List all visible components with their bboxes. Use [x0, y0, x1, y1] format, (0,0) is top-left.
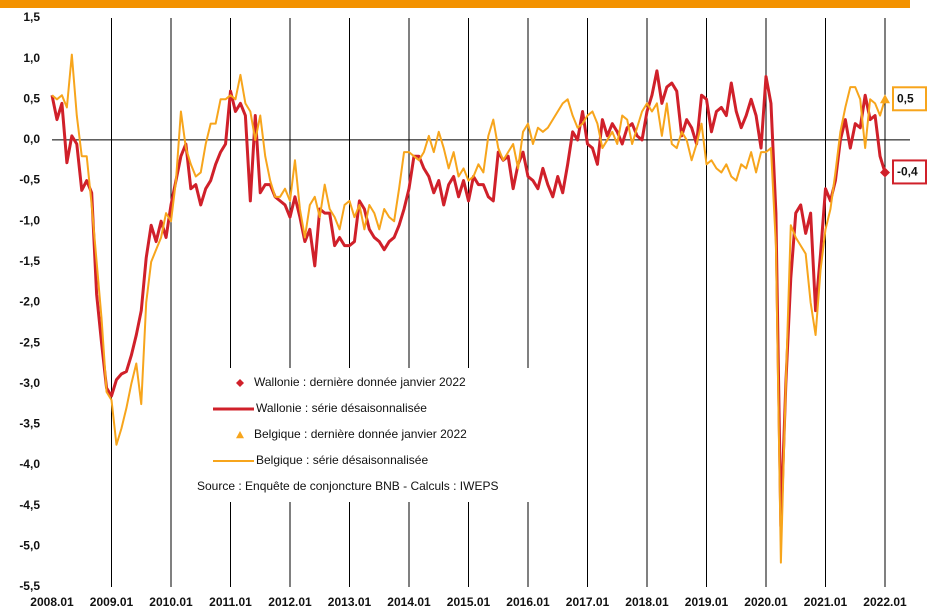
y-tick-label: -3,5 [19, 417, 40, 431]
x-tick-label: 2009.01 [90, 595, 134, 609]
y-tick-label: -2,0 [19, 295, 40, 309]
y-tick-label: -3,0 [19, 376, 40, 390]
diamond-marker [236, 379, 244, 387]
x-tick-label: 2014.01 [387, 595, 431, 609]
x-tick-label: 2013.01 [328, 595, 372, 609]
x-tick-label: 2011.01 [209, 595, 252, 609]
legend-label: Wallonie : série désaisonnalisée [256, 401, 427, 415]
x-tick-label: 2019.01 [685, 595, 729, 609]
y-tick-label: -1,5 [19, 254, 40, 268]
y-tick-label: -4,0 [19, 457, 40, 471]
legend-label: Belgique : dernière donnée janvier 2022 [254, 427, 467, 441]
value-label: -0,4 [897, 165, 918, 179]
x-tick-label: 2008.01 [30, 595, 74, 609]
y-tick-label: -1,0 [19, 213, 40, 227]
series-line [51, 53, 886, 564]
value-label-box [892, 159, 927, 185]
value-label: 0,5 [897, 91, 914, 105]
header-bar [0, 0, 910, 8]
y-tick-label: -5,5 [19, 579, 40, 593]
diamond-marker [880, 167, 890, 178]
x-tick-label: 2010.01 [149, 595, 193, 609]
y-tick-label: -4,5 [19, 498, 40, 512]
y-tick-label: -2,5 [19, 335, 40, 349]
x-tick-label: 2016.01 [506, 595, 550, 609]
triangle-marker [236, 431, 244, 439]
y-tick-label: 0,0 [23, 132, 40, 146]
y-tick-label: 0,5 [23, 91, 40, 105]
x-tick-label: 2021.01 [804, 595, 848, 609]
y-tick-label: 1,0 [23, 51, 40, 65]
triangle-marker [880, 94, 890, 104]
x-tick-label: 2022.01 [863, 595, 907, 609]
source-note: Source : Enquête de conjoncture BNB - Ca… [197, 479, 498, 493]
grid: 1,5 1,0 0,5 0,0 -0,5 -1,0 -1,5 -2,0 -2,5 -3,0 -3,5… [19, 10, 910, 609]
plot: -0,4 0,5 [50, 53, 927, 564]
x-tick-label: 2018.01 [625, 595, 669, 609]
x-tick-label: 2017.01 [566, 595, 610, 609]
legend-label: Belgique : série désaisonnalisée [256, 453, 428, 467]
legend-label: Wallonie : dernière donnée janvier 2022 [254, 375, 466, 389]
series-line [50, 69, 887, 528]
y-tick-label: 1,5 [23, 10, 40, 24]
x-tick-label: 2015.01 [447, 595, 491, 609]
legend: Wallonie : dernière donnée janvier 2022 W… [197, 375, 498, 493]
legend-box [196, 368, 550, 502]
x-tick-label: 2020.01 [744, 595, 788, 609]
x-tick-label: 2012.01 [268, 595, 312, 609]
y-tick-label: -5,0 [19, 539, 40, 553]
y-tick-label: -0,5 [19, 173, 40, 187]
value-label-box [892, 86, 927, 112]
